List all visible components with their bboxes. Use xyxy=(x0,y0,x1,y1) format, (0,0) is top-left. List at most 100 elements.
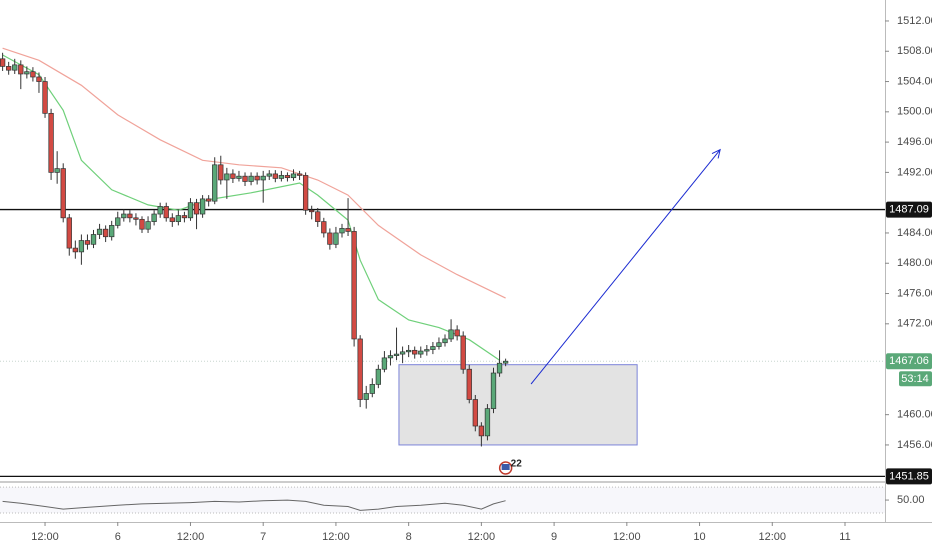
candle-body xyxy=(236,175,242,179)
candle-body xyxy=(54,168,60,173)
y-tick-label: 1472.00 xyxy=(897,318,932,330)
candle-body xyxy=(399,351,406,355)
candle-body xyxy=(393,353,400,356)
candle-body xyxy=(48,112,54,173)
candle-body xyxy=(224,173,230,181)
candle-body xyxy=(139,218,145,230)
x-tick-label: 10 xyxy=(693,531,705,543)
candle-body xyxy=(484,408,491,437)
candle-body xyxy=(412,349,418,355)
candle-body xyxy=(387,355,394,359)
y-tick-label: 1496.00 xyxy=(897,136,932,148)
candle-body xyxy=(345,228,351,232)
candle-body xyxy=(351,231,357,340)
candle-body xyxy=(436,342,442,347)
x-tick-label: 6 xyxy=(115,531,121,543)
candle-body xyxy=(175,215,182,222)
candle-body xyxy=(212,164,218,202)
x-tick-label: 12:00 xyxy=(759,531,787,543)
candle-body xyxy=(169,217,175,222)
candle-body xyxy=(115,217,121,226)
y-tick-label: 1460.00 xyxy=(897,409,932,421)
candle-body xyxy=(315,211,321,222)
countdown-label: 53:14 xyxy=(901,373,929,385)
candle-body xyxy=(24,71,30,75)
y-tick-label: 1476.00 xyxy=(897,287,932,299)
arrow-line xyxy=(530,149,721,385)
candle-body xyxy=(96,228,103,235)
candle-body xyxy=(339,228,345,234)
candle-body xyxy=(430,346,436,350)
candle-body xyxy=(357,338,363,400)
price-tag-label: 1487.09 xyxy=(889,203,929,215)
candle-body xyxy=(502,360,509,364)
y-tick-label: 1500.00 xyxy=(897,106,932,118)
candle-body xyxy=(466,368,472,400)
x-tick-label: 12:00 xyxy=(468,531,496,543)
x-tick-label: 8 xyxy=(406,531,412,543)
candle-body xyxy=(133,217,139,220)
y-tick-label: 1504.00 xyxy=(897,75,932,87)
candle-body xyxy=(418,350,424,355)
candle-body xyxy=(242,175,248,182)
indicator-band xyxy=(0,487,885,513)
countdown-tag xyxy=(899,371,932,387)
x-tick-label: 12:00 xyxy=(613,531,641,543)
candle-body xyxy=(290,173,297,179)
candle-body xyxy=(266,173,272,177)
x-tick-label: 12:00 xyxy=(322,531,350,543)
candle-body xyxy=(284,175,291,179)
candle-body xyxy=(121,213,127,219)
indicator-line xyxy=(2,499,506,511)
x-tick-label: 9 xyxy=(551,531,557,543)
candle-body xyxy=(6,66,12,71)
candle-body xyxy=(472,399,478,427)
y-tick-label: 1480.00 xyxy=(897,257,932,269)
candle-body xyxy=(84,240,91,245)
y-tick-label: 1508.00 xyxy=(897,45,932,57)
candle-body xyxy=(36,76,42,82)
x-tick-label: 11 xyxy=(839,531,850,543)
candle-body xyxy=(151,213,157,222)
candle-body xyxy=(321,221,327,234)
candle-body xyxy=(278,175,285,179)
candle-body xyxy=(478,425,485,437)
candle-body xyxy=(254,175,260,181)
candle-body xyxy=(145,221,151,230)
y-tick-label: 1456.00 xyxy=(897,439,932,451)
candle-body xyxy=(163,206,169,219)
x-tick-label: 12:00 xyxy=(177,531,205,543)
price-tag xyxy=(886,468,932,485)
candle-body xyxy=(66,217,72,249)
candle-body xyxy=(78,240,85,253)
candle-body xyxy=(60,168,66,219)
candle-body xyxy=(12,64,18,71)
candle-body xyxy=(424,349,430,352)
candle-body xyxy=(490,372,497,409)
candle-body xyxy=(454,329,460,337)
arrow-head xyxy=(711,148,721,159)
candle-body xyxy=(375,368,382,385)
candle-body xyxy=(363,393,369,400)
moving-average xyxy=(2,47,506,299)
price-tag-label: 1451.85 xyxy=(889,470,929,482)
candle-body xyxy=(193,202,200,215)
candle-body xyxy=(42,81,48,114)
y-tick-label: 1512.00 xyxy=(897,15,932,27)
candle-body xyxy=(187,202,194,219)
zone-box xyxy=(398,364,638,446)
candle-body xyxy=(406,349,412,353)
x-tick-label: 7 xyxy=(260,531,266,543)
candle-body xyxy=(460,335,466,370)
candle-body xyxy=(248,175,254,182)
candle-body xyxy=(30,71,36,78)
price-axis xyxy=(885,0,932,550)
candle-body xyxy=(157,206,163,215)
price-tag xyxy=(886,201,932,218)
event-flag xyxy=(501,464,510,470)
candle-body xyxy=(230,173,236,179)
candle-body xyxy=(296,173,303,176)
candle-body xyxy=(72,247,78,253)
